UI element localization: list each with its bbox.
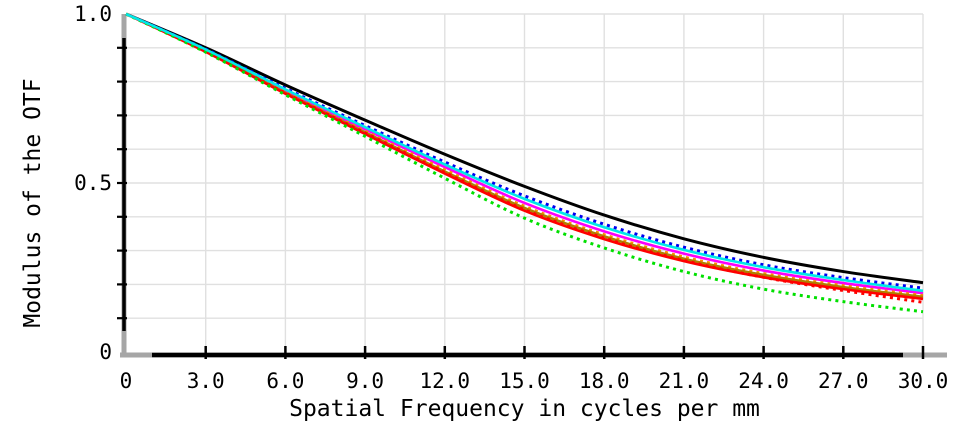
y-axis-title: Modulus of the OTF (20, 78, 46, 328)
x-tick-label: 9.0 (346, 369, 384, 393)
curve-green-dashed-curve (125, 12, 924, 314)
x-tick-label: 6.0 (266, 369, 304, 393)
x-axis-title: Spatial Frequency in cycles per mm (289, 396, 760, 422)
curve-cyan-solid-curve (125, 12, 924, 293)
x-tick-label: 3.0 (187, 369, 225, 393)
x-tick-label: 0 (120, 369, 133, 393)
y-tick-label: 0.5 (74, 171, 112, 195)
y-tick-label: 0 (99, 340, 112, 364)
x-tick-label: 27.0 (818, 369, 869, 393)
x-tick-label: 18.0 (579, 369, 630, 393)
x-tick-label: 12.0 (420, 369, 471, 393)
x-tick-label: 15.0 (499, 369, 550, 393)
y-tick-label: 1.0 (74, 2, 112, 26)
curve-black-solid-top-curve (125, 12, 924, 285)
x-tick-label: 30.0 (898, 369, 949, 393)
curve-red-solid-curve (125, 12, 924, 301)
x-tick-label: 24.0 (738, 369, 789, 393)
x-tick-label: 21.0 (659, 369, 710, 393)
